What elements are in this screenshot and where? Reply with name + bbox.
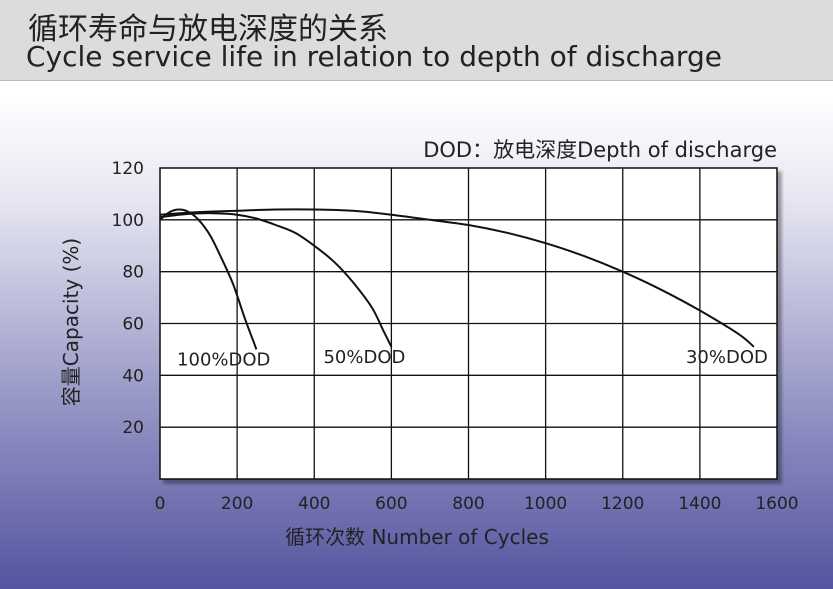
y-tick-label: 20 bbox=[122, 418, 144, 438]
y-tick-label: 40 bbox=[122, 366, 144, 386]
x-tick-label: 1000 bbox=[524, 494, 567, 514]
y-tick-label: 100 bbox=[112, 211, 144, 231]
y-axis-title: 容量Capacity (%) bbox=[59, 238, 83, 406]
curve-labels: 100%DOD 50%DOD 30%DOD bbox=[177, 347, 768, 371]
x-tick-label: 0 bbox=[155, 494, 166, 514]
y-tick-label: 60 bbox=[122, 315, 144, 335]
title-english: Cycle service life in relation to depth … bbox=[26, 40, 722, 73]
curve-label: 100%DOD bbox=[177, 349, 270, 370]
curve-50pct-dod bbox=[159, 212, 393, 348]
y-tick-labels: 20 40 60 80 100 120 bbox=[112, 159, 144, 438]
curve-100pct-dod bbox=[159, 208, 258, 350]
x-tick-label: 1400 bbox=[678, 494, 721, 514]
x-tick-label: 800 bbox=[452, 494, 484, 514]
x-tick-label: 200 bbox=[221, 494, 253, 514]
header: 循环寿命与放电深度的关系 Cycle service life in relat… bbox=[0, 0, 833, 81]
x-tick-label: 1200 bbox=[601, 494, 644, 514]
x-axis-title: 循环次数 Number of Cycles bbox=[285, 525, 549, 549]
curves bbox=[159, 208, 755, 350]
curve-label: 30%DOD bbox=[686, 347, 768, 368]
curve-label: 50%DOD bbox=[323, 347, 405, 368]
x-tick-label: 600 bbox=[375, 494, 407, 514]
dod-annotation: DOD：放电深度Depth of discharge bbox=[423, 138, 777, 162]
x-tick-label: 1600 bbox=[755, 494, 798, 514]
curve-30pct-dod bbox=[159, 208, 755, 348]
y-tick-label: 80 bbox=[122, 263, 144, 283]
title-chinese: 循环寿命与放电深度的关系 bbox=[28, 12, 388, 47]
y-tick-label: 120 bbox=[112, 159, 144, 179]
x-tick-labels: 0 200 400 600 800 1000 1200 1400 1600 bbox=[155, 494, 799, 514]
x-tick-label: 400 bbox=[298, 494, 330, 514]
